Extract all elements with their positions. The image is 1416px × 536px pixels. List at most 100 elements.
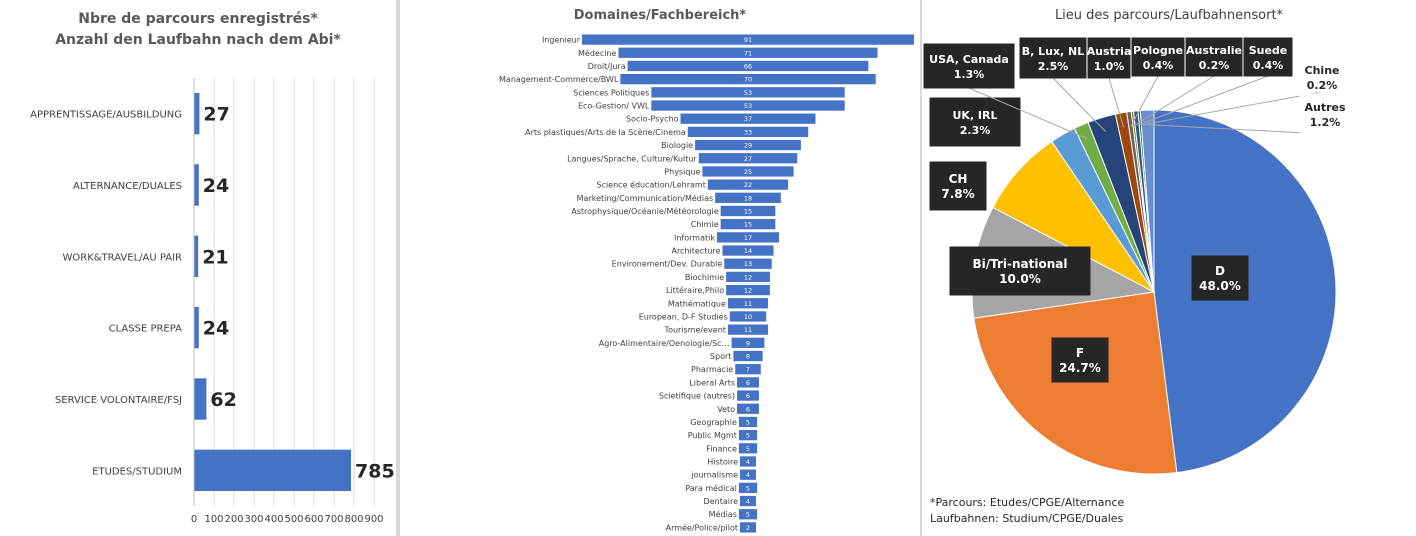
data-label: 4 <box>746 458 750 466</box>
category-label: Informatik <box>674 233 715 242</box>
category-label: Sciences Politiques <box>573 88 649 97</box>
slice-value: 0.2% <box>1199 59 1230 72</box>
parcours-bar-chart: 0 100 200 300 400 500 600 700 800 900 APPRENTISSAG… <box>30 78 395 525</box>
bar <box>727 298 769 309</box>
leader-line <box>1137 75 1269 126</box>
slice-value: 48.0% <box>1199 279 1241 293</box>
bar <box>726 284 770 296</box>
bar <box>695 139 801 151</box>
data-label: 13 <box>744 260 752 268</box>
data-label: 91 <box>744 36 752 44</box>
slice-label-box <box>1131 37 1185 77</box>
category-label: Environement/Dev. Durable <box>612 260 723 269</box>
data-label: 22 <box>744 181 752 189</box>
slice-label-box <box>1087 37 1131 79</box>
x-tick-label: 800 <box>344 514 363 525</box>
slice-label-box <box>1191 255 1249 301</box>
footnote-line: *Parcours: Etudes/CPGE/Alternance <box>930 496 1125 509</box>
category-label: Liberal Arts <box>689 378 735 387</box>
bar <box>618 47 878 58</box>
data-label: 785 <box>355 460 395 482</box>
slice-label-box <box>929 97 1021 147</box>
panel-divider <box>920 0 922 536</box>
leader-line <box>1147 124 1326 135</box>
category-label: ALTERNANCE/DUALES <box>73 181 182 192</box>
category-label: Arts plastiques/Arts de la Scène/Cinema <box>525 127 686 137</box>
category-label: Science éducation/Lehramt <box>596 180 705 190</box>
category-label: Para médical <box>685 483 737 493</box>
panel-lieu: Lieu des parcours/Laufbahnensort* D 48.0%… <box>922 0 1416 536</box>
category-label: Scietifique (autres) <box>659 392 735 401</box>
slice-label: B, Lux, NL <box>1022 45 1085 58</box>
slice-value: 0.4% <box>1143 59 1174 72</box>
bar <box>707 179 789 190</box>
data-label: 6 <box>746 405 750 413</box>
bar <box>620 74 876 85</box>
data-label: 9 <box>746 339 750 347</box>
category-label: Socio-Psycho <box>626 115 679 124</box>
data-label: 62 <box>210 389 236 411</box>
bar <box>738 443 758 454</box>
chart-title: Nbre de parcours enregistrés* <box>78 11 318 27</box>
bar <box>735 364 761 375</box>
category-label: Marketing/Communication/Médias <box>577 193 714 203</box>
data-label: 4 <box>746 498 750 506</box>
x-tick-label: 200 <box>224 514 243 525</box>
category-label: ETUDES/STUDIUM <box>92 466 182 477</box>
slice-label-box <box>923 43 1015 89</box>
data-label: 12 <box>744 273 752 281</box>
bar <box>738 509 758 520</box>
bar <box>651 87 845 98</box>
bar <box>194 235 199 278</box>
bar <box>194 306 199 349</box>
leader-line <box>1052 77 1107 133</box>
slice-label: D <box>1215 264 1225 278</box>
category-label: Finance <box>706 444 737 453</box>
bar <box>727 324 769 335</box>
category-label: Agro-Alimentaire/Oenologie/Sc… <box>599 339 730 348</box>
category-label: Public Mgmt <box>688 431 737 440</box>
x-tick-label: 900 <box>364 514 383 525</box>
panel-domaines: Domaines/Fachbereich* 91 Ingenieur 71 Médec… <box>400 0 920 536</box>
leader-line <box>1140 91 1323 126</box>
bar <box>740 469 756 480</box>
category-label: Eco-Gestion/ VWL <box>578 102 650 111</box>
slice-label: CH <box>949 172 968 186</box>
slice-value: 0.4% <box>1253 59 1284 72</box>
category-label: Pharmacie <box>691 365 733 374</box>
data-label: 71 <box>744 49 752 57</box>
slice-label-box <box>1185 37 1243 77</box>
category-label: Chimie <box>691 220 719 229</box>
bar <box>738 482 758 493</box>
slice-value: 7.8% <box>941 187 974 201</box>
slice-value: 1.2% <box>1310 116 1341 129</box>
data-label: 24 <box>203 318 229 340</box>
x-tick-label: 0 <box>191 514 197 525</box>
category-label: Veto <box>717 405 735 414</box>
category-label: Histoire <box>707 457 738 466</box>
category-label: APPRENTISSAGE/AUSBILDUNG <box>30 110 182 121</box>
data-label: 5 <box>746 445 750 453</box>
category-label: Médias <box>709 509 737 519</box>
category-label: Physique <box>664 167 700 176</box>
data-label: 8 <box>746 353 750 361</box>
leader-line <box>1133 75 1215 127</box>
category-label: Astrophysique/Océanie/Météorologie <box>571 206 718 216</box>
bar <box>687 126 809 138</box>
data-label: 33 <box>744 128 752 136</box>
bar <box>740 456 756 467</box>
bar <box>731 337 765 348</box>
slice-label-box <box>1051 337 1109 383</box>
x-tick-label: 700 <box>324 514 343 525</box>
data-label: 25 <box>744 168 752 176</box>
slice-label: Australie <box>1186 44 1242 57</box>
bar <box>726 271 770 283</box>
category-label: Mathématique <box>668 298 726 308</box>
bar <box>194 92 200 135</box>
data-label: 66 <box>744 62 752 70</box>
leader-line <box>1108 77 1125 128</box>
bar <box>627 60 869 72</box>
bar <box>194 378 207 420</box>
slice-label: Austria <box>1087 45 1132 58</box>
data-label: 37 <box>744 115 752 123</box>
